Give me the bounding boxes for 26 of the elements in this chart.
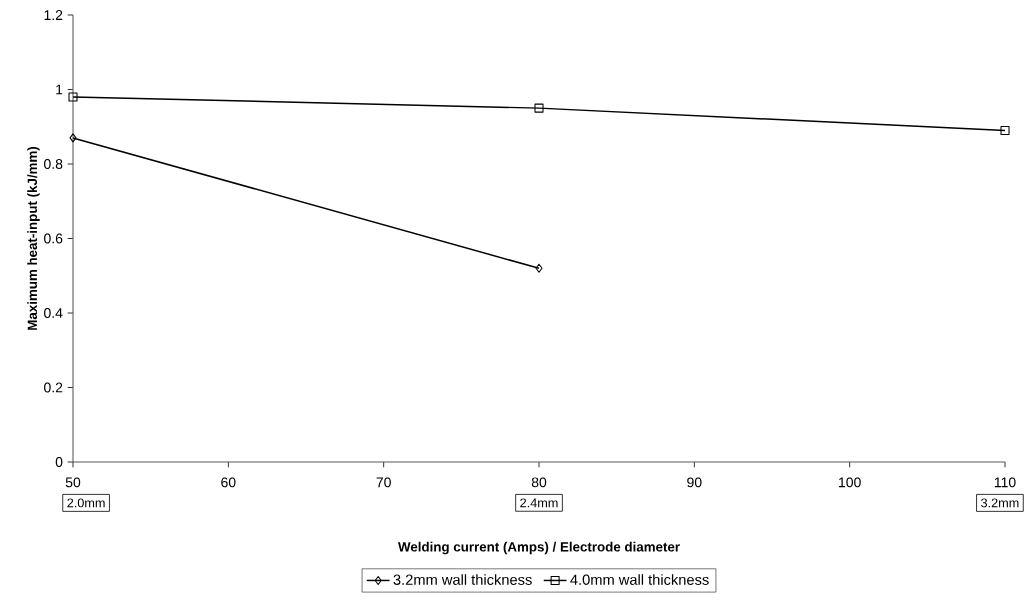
legend-label: 3.2mm wall thickness xyxy=(393,574,532,585)
y-tick-label: 0.6 xyxy=(44,233,63,244)
x-tick-label: 80 xyxy=(531,477,547,488)
x-tick-label: 110 xyxy=(994,477,1016,488)
text: 2.4mm xyxy=(520,498,558,508)
point xyxy=(68,92,78,102)
text: 3.2mm xyxy=(981,498,1019,508)
y-tick-label: 0 xyxy=(55,457,63,467)
y-tick-label: 0.8 xyxy=(44,159,63,169)
x-tick-label: 70 xyxy=(376,477,391,488)
x-tick-label: 100 xyxy=(839,477,861,488)
x-axis-title: Welding current (Amps) / Electrode diameter xyxy=(398,541,680,555)
text: 2.0mm xyxy=(67,498,105,508)
point xyxy=(1000,125,1010,136)
y-axis-title: Maximum heat-input (kJ/mm) xyxy=(27,146,40,330)
point xyxy=(69,133,77,143)
legend-label: 4.0mm wall thickness xyxy=(570,574,709,585)
x-tick-label: 90 xyxy=(687,477,702,488)
x-tick-label: 50 xyxy=(65,477,81,488)
y-tick-label: 1.2 xyxy=(44,10,63,20)
y-tick-label: 0.2 xyxy=(44,382,63,393)
point xyxy=(535,263,543,273)
y-tick-label: 0.4 xyxy=(44,308,63,318)
point xyxy=(534,103,544,113)
x-tick-label: 60 xyxy=(221,477,236,488)
y-tick-label: 1 xyxy=(56,84,63,95)
